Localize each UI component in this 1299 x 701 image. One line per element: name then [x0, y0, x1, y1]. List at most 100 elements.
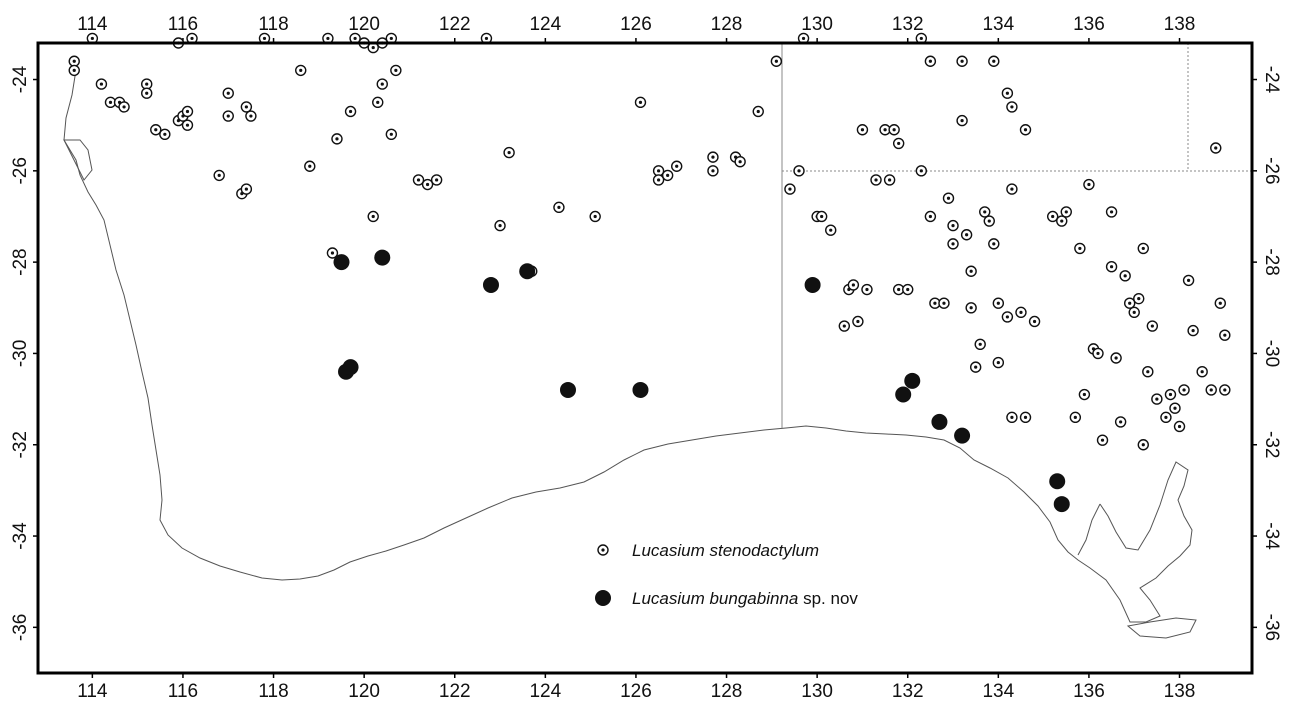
circled-dot-icon-center [601, 548, 605, 552]
circled-dot-center [960, 59, 964, 63]
occurrence-point-stenodactylum [752, 105, 764, 118]
occurrence-point-stenodactylum [430, 174, 443, 186]
circled-dot-center [1010, 415, 1014, 419]
circled-dot-center [190, 36, 194, 41]
lat-tick-label-right: -34 [1261, 522, 1282, 550]
occurrence-point-stenodactylum [1105, 260, 1118, 273]
lon-tick-label-bottom: 128 [711, 681, 743, 701]
legend-label-bungabinna: Lucasium bungabinna sp. nov [632, 589, 858, 608]
circled-dot-center [1177, 424, 1182, 429]
circled-dot-center [593, 214, 597, 219]
circled-dot-center [788, 187, 792, 191]
circled-dot-center [829, 228, 833, 232]
occurrence-point-stenodactylum [68, 55, 80, 67]
circled-dot-center [1032, 319, 1037, 324]
lat-tick-label-left: -30 [10, 340, 31, 367]
circled-dot-center [1100, 438, 1105, 442]
circled-dot-center [99, 82, 104, 86]
series-lucasium-bungabinna [333, 249, 1070, 513]
occurrence-point-bungabinna [904, 372, 921, 389]
occurrence-point-bungabinna [519, 263, 536, 280]
circled-dot-center [960, 119, 964, 123]
occurrence-point-stenodactylum [1069, 411, 1082, 424]
circled-dot-center [969, 306, 973, 310]
circled-dot-center [1173, 406, 1177, 410]
circled-dot-center [897, 287, 901, 292]
circled-dot-center [1060, 219, 1064, 223]
lat-tick-label-left: -26 [10, 157, 31, 184]
occurrence-point-stenodactylum [707, 165, 719, 177]
occurrence-point-stenodactylum [331, 133, 343, 145]
circled-dot-center [1114, 356, 1118, 360]
occurrence-point-stenodactylum [652, 174, 665, 186]
circled-dot-center [983, 210, 987, 214]
occurrence-point-stenodactylum [1205, 384, 1217, 396]
circled-dot-center [217, 173, 221, 177]
occurrence-point-stenodactylum [1006, 101, 1018, 113]
circled-dot-center [498, 224, 502, 228]
occurrence-point-stenodactylum [929, 297, 941, 309]
occurrence-point-stenodactylum [1219, 384, 1231, 396]
circled-dot-center [163, 132, 167, 136]
occurrence-point-stenodactylum [1128, 306, 1140, 319]
kangaroo-island [1126, 617, 1197, 639]
circled-dot-center [1078, 246, 1082, 251]
circled-dot-center [244, 187, 248, 191]
occurrence-point-stenodactylum [979, 206, 991, 218]
circled-dot-center [656, 178, 661, 182]
map-frame [36, 41, 1254, 675]
occurrence-point-stenodactylum [344, 105, 357, 118]
occurrence-point-stenodactylum [376, 78, 388, 90]
circled-dot-center [108, 100, 113, 104]
occurrence-point-stenodactylum [1105, 206, 1118, 218]
lat-tick-label-right: -24 [1261, 66, 1282, 94]
circled-dot-center [856, 319, 860, 324]
occurrence-point-stenodactylum [942, 192, 955, 204]
lon-tick-label-bottom: 134 [982, 681, 1014, 701]
occurrence-point-stenodactylum [1083, 178, 1095, 191]
lat-tick-label-left: -36 [10, 614, 31, 641]
circled-dot-center [1005, 315, 1009, 319]
circled-dot-center [326, 36, 330, 41]
occurrence-point-stenodactylum [847, 279, 860, 291]
occurrence-point-stenodactylum [956, 114, 968, 127]
circled-dot-center [394, 68, 398, 72]
circled-dot-center [1200, 370, 1204, 374]
circled-dot-center [1164, 415, 1168, 419]
circled-dot-center [1141, 246, 1145, 251]
circled-dot-center [90, 36, 94, 41]
occurrence-point-stenodactylum [1173, 420, 1186, 433]
occurrence-point-stenodactylum [1142, 365, 1154, 378]
occurrence-point-stenodactylum [1028, 315, 1041, 328]
occurrence-point-stenodactylum [1123, 297, 1136, 309]
latitude-ticks-left: -24 -26 -28 -30 -32 -34 -36 [10, 65, 38, 641]
lat-tick-label-left: -24 [10, 65, 31, 93]
occurrence-point-stenodactylum [1006, 411, 1018, 424]
lat-tick-label-right: -32 [1261, 431, 1282, 458]
lon-tick-label-bottom: 126 [620, 681, 652, 701]
occurrence-point-stenodactylum [892, 137, 905, 150]
occurrence-point-stenodactylum [965, 302, 977, 314]
occurrence-point-bungabinna [482, 276, 499, 293]
occurrence-point-stenodactylum [589, 210, 601, 223]
occurrence-point-stenodactylum [661, 169, 674, 182]
circled-dot-center [974, 365, 978, 369]
legend-label-stenodactylum: Lucasium stenodactylum [632, 541, 819, 560]
occurrence-point-stenodactylum [852, 315, 864, 328]
occurrence-point-stenodactylum [1169, 402, 1181, 414]
occurrence-point-stenodactylum [240, 183, 253, 195]
lat-tick-label-right: -28 [1261, 248, 1282, 275]
occurrence-point-stenodactylum [924, 210, 937, 223]
lon-tick-label-bottom: 132 [892, 681, 924, 701]
occurrence-point-stenodactylum [240, 101, 253, 113]
lon-tick-label-top: 130 [801, 14, 833, 35]
lon-tick-label-bottom: 124 [529, 681, 561, 701]
lon-tick-label-top: 116 [168, 14, 198, 35]
occurrence-point-stenodactylum [870, 174, 882, 186]
circled-dot-center [185, 109, 190, 114]
occurrence-point-stenodactylum [1119, 270, 1131, 282]
circled-dot-center [919, 36, 923, 41]
occurrence-point-stenodactylum [1151, 393, 1163, 405]
occurrence-point-stenodactylum [1214, 297, 1226, 309]
circled-dot-center [249, 114, 253, 118]
